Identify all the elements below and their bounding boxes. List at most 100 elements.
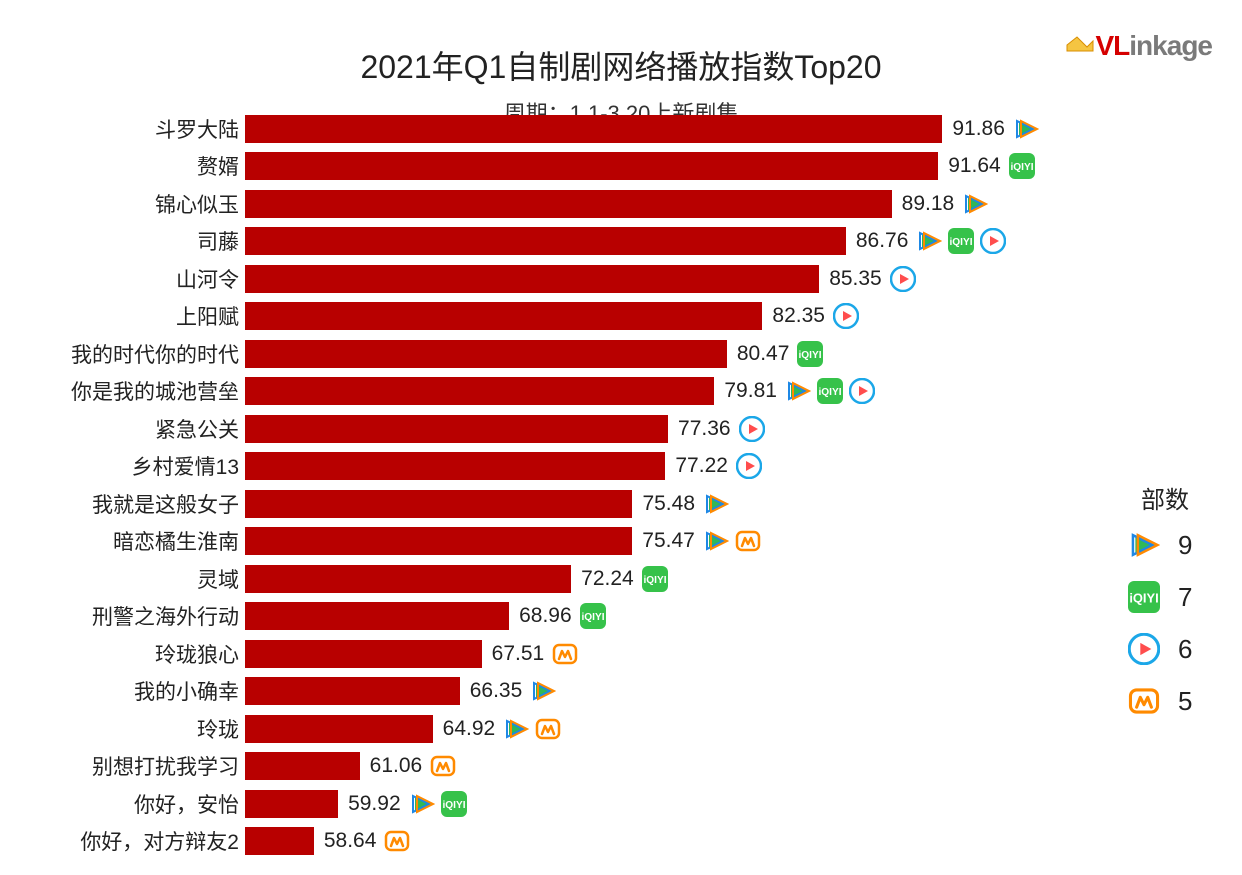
bar-area: 85.35 — [245, 265, 1080, 293]
bar — [245, 827, 314, 855]
bar-label: 你是我的城池营垒 — [30, 376, 245, 406]
bar-value: 67.51 — [492, 642, 545, 666]
bar-label: 刑警之海外行动 — [30, 601, 245, 631]
bar-platforms — [833, 303, 859, 329]
bar — [245, 752, 360, 780]
chart-row: 你好，对方辩友2 58.64 — [30, 823, 1080, 861]
youku-icon — [833, 303, 859, 329]
svg-text:iQIYI: iQIYI — [644, 575, 666, 586]
iqiyi-icon: iQIYI — [441, 791, 467, 817]
bar-value: 75.48 — [642, 492, 695, 516]
bar-area: 58.64 — [245, 827, 1080, 855]
bar-area: 80.47 iQIYI — [245, 340, 1080, 368]
svg-text:iQIYI: iQIYI — [799, 350, 821, 361]
chart-row: 我的时代你的时代 80.47 iQIYI — [30, 335, 1080, 373]
youku-icon — [1128, 633, 1160, 665]
bar-area: 68.96 iQIYI — [245, 602, 1080, 630]
bar-area: 79.81 iQIYI — [245, 377, 1080, 405]
bar-area: 67.51 — [245, 640, 1080, 668]
bar — [245, 190, 892, 218]
svg-text:iQIYI: iQIYI — [1011, 162, 1033, 173]
bar-value: 59.92 — [348, 792, 401, 816]
svg-text:iQIYI: iQIYI — [1130, 590, 1158, 605]
iqiyi-icon: iQIYI — [642, 566, 668, 592]
vlinkage-logo: VLinkage — [1069, 30, 1212, 62]
bar — [245, 452, 665, 480]
mango-icon — [735, 528, 761, 554]
tencent-icon — [785, 378, 811, 404]
bar-platforms — [890, 266, 916, 292]
bar-platforms: iQIYI — [580, 603, 606, 629]
bar-label: 乡村爱情13 — [30, 451, 245, 481]
bar-platforms — [530, 678, 556, 704]
legend-row: 6 — [1128, 633, 1202, 665]
bar-value: 64.92 — [443, 717, 496, 741]
bar-value: 77.22 — [675, 454, 728, 478]
bar-area: 72.24 iQIYI — [245, 565, 1080, 593]
bar-value: 82.35 — [772, 304, 825, 328]
chart-row: 玲珑狼心 67.51 — [30, 635, 1080, 673]
logo-l: L — [1113, 30, 1129, 61]
bar-area: 75.47 — [245, 527, 1080, 555]
chart-row: 斗罗大陆 91.86 — [30, 110, 1080, 148]
bar — [245, 227, 846, 255]
legend-row: 5 — [1128, 685, 1202, 717]
bar — [245, 640, 482, 668]
mango-icon — [1128, 685, 1160, 717]
chart-row: 山河令 85.35 — [30, 260, 1080, 298]
tencent-icon — [962, 191, 988, 217]
bar-label: 锦心似玉 — [30, 189, 245, 219]
bar-label: 紧急公关 — [30, 414, 245, 444]
bar-value: 85.35 — [829, 267, 882, 291]
bar-platforms — [1013, 116, 1039, 142]
bar-label: 你好，对方辩友2 — [30, 826, 245, 856]
bar-value: 75.47 — [642, 529, 695, 553]
bar-area: 59.92 iQIYI — [245, 790, 1080, 818]
bar — [245, 790, 338, 818]
tencent-icon — [703, 528, 729, 554]
chart-row: 上阳赋 82.35 — [30, 298, 1080, 336]
bar — [245, 527, 632, 555]
mango-icon — [535, 716, 561, 742]
youku-icon — [980, 228, 1006, 254]
bar-area: 64.92 — [245, 715, 1080, 743]
youku-icon — [736, 453, 762, 479]
legend-count: 7 — [1178, 582, 1202, 613]
tencent-icon — [503, 716, 529, 742]
bar-platforms — [384, 828, 410, 854]
bar-chart: 斗罗大陆 91.86 赘婿 91.64 iQIYI 锦心似玉 89.18 — [30, 110, 1080, 860]
bar-area: 89.18 — [245, 190, 1080, 218]
bar-value: 89.18 — [902, 192, 955, 216]
youku-icon — [849, 378, 875, 404]
legend-count: 5 — [1178, 686, 1202, 717]
bar-label: 我的时代你的时代 — [30, 339, 245, 369]
chart-row: 锦心似玉 89.18 — [30, 185, 1080, 223]
iqiyi-icon: iQIYI — [797, 341, 823, 367]
mango-icon — [430, 753, 456, 779]
chart-row: 别想打扰我学习 61.06 — [30, 748, 1080, 786]
svg-text:iQIYI: iQIYI — [443, 800, 465, 811]
mango-icon — [384, 828, 410, 854]
bar — [245, 302, 762, 330]
bar-label: 我的小确幸 — [30, 676, 245, 706]
bar-value: 72.24 — [581, 567, 634, 591]
bar — [245, 415, 668, 443]
bar-platforms — [430, 753, 456, 779]
bar-platforms: iQIYI — [409, 791, 467, 817]
bar-platforms: iQIYI — [642, 566, 668, 592]
bar-area: 75.48 — [245, 490, 1080, 518]
bar-value: 86.76 — [856, 229, 909, 253]
bar-value: 61.06 — [370, 754, 423, 778]
chart-row: 玲珑 64.92 — [30, 710, 1080, 748]
chart-row: 你是我的城池营垒 79.81 iQIYI — [30, 373, 1080, 411]
chart-row: 我就是这般女子 75.48 — [30, 485, 1080, 523]
bar-platforms — [703, 528, 761, 554]
bar-label: 斗罗大陆 — [30, 114, 245, 144]
youku-icon — [739, 416, 765, 442]
bar-platforms — [739, 416, 765, 442]
legend: 部数 9 iQIYI 7 6 5 — [1128, 480, 1202, 737]
bar-label: 你好，安怡 — [30, 789, 245, 819]
bar-platforms — [552, 641, 578, 667]
iqiyi-icon: iQIYI — [1128, 581, 1160, 613]
tencent-icon — [916, 228, 942, 254]
